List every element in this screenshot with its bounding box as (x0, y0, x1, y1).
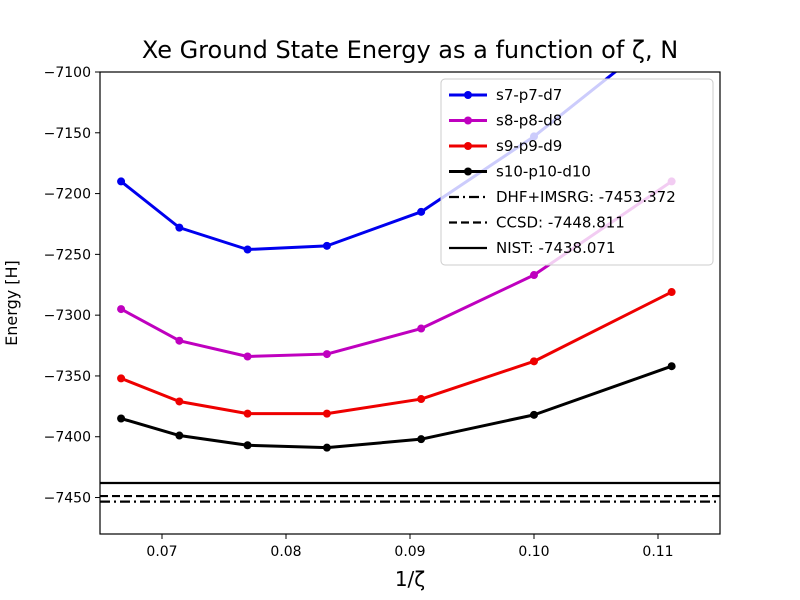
data-point (530, 357, 538, 366)
data-point (117, 305, 126, 314)
data-point (117, 414, 126, 423)
data-point (322, 409, 331, 418)
x-tick-label: 0.08 (270, 544, 301, 560)
data-point (530, 271, 538, 280)
data-point (243, 245, 252, 254)
data-point (243, 352, 252, 361)
legend-marker (464, 142, 472, 150)
data-point (417, 395, 426, 404)
data-point (243, 409, 252, 418)
x-axis: 0.07 0.08 0.09 0.10 0.11 (146, 534, 674, 560)
data-point (243, 441, 252, 450)
x-tick-label: 0.10 (518, 544, 549, 560)
legend-label: s7-p7-d7 (496, 86, 562, 104)
legend-label: NIST: -7438.071 (496, 239, 616, 257)
legend-marker (464, 116, 472, 125)
legend: s7-p7-d7 s8-p8-d8 s9-p9-d9 s10-p10-d10 DHF+I… (440, 78, 714, 266)
data-point (668, 23, 676, 31)
x-tick-label: 0.11 (642, 544, 673, 560)
data-point (117, 374, 126, 383)
y-axis: −7450 −7400 −7350 −7300 −7250 −7200 −7150 −7100 (44, 65, 100, 507)
legend-label: s8-p8-d8 (496, 112, 562, 130)
data-point (417, 435, 426, 444)
legend-box (440, 78, 714, 266)
y-tick-label: −7400 (44, 430, 91, 446)
x-tick-label: 0.07 (146, 544, 177, 560)
data-point (175, 336, 184, 345)
legend-label: s9-p9-d9 (496, 137, 562, 155)
data-point (175, 397, 184, 406)
y-tick-label: −7350 (44, 369, 91, 385)
x-tick-label: 0.09 (394, 544, 425, 560)
legend-label: s10-p10-d10 (496, 163, 591, 181)
data-point (667, 288, 676, 297)
y-tick-label: −7150 (44, 126, 91, 142)
data-point (530, 410, 538, 419)
legend-label: CCSD: -7448.811 (496, 214, 625, 232)
data-point (417, 207, 426, 216)
y-tick-label: −7100 (44, 65, 91, 81)
y-axis-title: Energy [H] (2, 260, 21, 346)
x-axis-title: 1/ζ (395, 567, 425, 591)
data-point (117, 177, 126, 186)
chart-title: Xe Ground State Energy as a function of … (142, 36, 678, 64)
data-point (175, 223, 184, 232)
data-point (417, 324, 426, 333)
y-tick-label: −7300 (44, 308, 91, 324)
data-point (322, 350, 331, 359)
data-point (322, 443, 331, 452)
y-tick-label: −7450 (44, 491, 91, 507)
data-point (322, 241, 331, 250)
reference-lines (100, 481, 720, 503)
legend-marker (464, 167, 472, 176)
data-point (175, 431, 184, 440)
y-tick-label: −7200 (44, 187, 91, 203)
data-point (667, 362, 676, 371)
legend-marker (464, 91, 472, 99)
y-tick-label: −7250 (44, 247, 91, 263)
legend-label: DHF+IMSRG: -7453.372 (496, 188, 676, 206)
